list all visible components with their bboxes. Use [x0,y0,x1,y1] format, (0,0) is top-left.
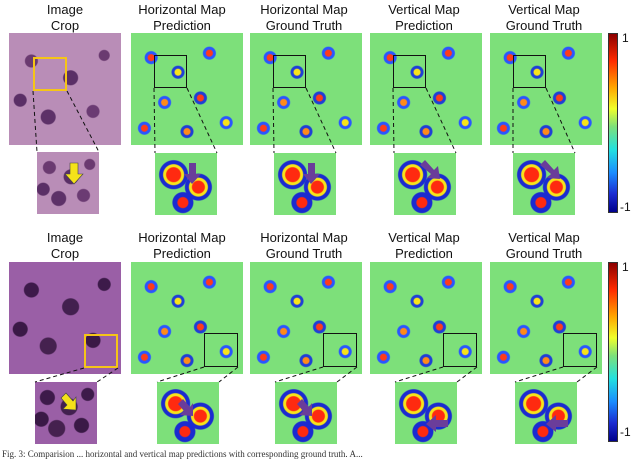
row2-colorbar-bottom-label: -1 [620,425,631,439]
row2-vpred-zoom [395,382,457,444]
row2-hgt-zoom [275,382,337,444]
row1-col5-title-line1: Vertical Map [508,2,580,17]
row1-col1-title-line1: Image [46,2,84,17]
row1-col1-title: Image Crop [5,2,125,34]
row1-horizontal-prediction [131,33,243,145]
row2-col4-title: Vertical Map Prediction [364,230,484,262]
row1-col3-title-line2: Ground Truth [265,18,343,33]
row1-image-zoom [37,152,99,214]
row2-col1-title: Image Crop [5,230,125,262]
row1-col2-title-line1: Horizontal Map [138,2,226,17]
row1-colorbar-bottom-label: -1 [620,200,631,214]
row1-colorbar [608,33,618,213]
row2-col4-title-line1: Vertical Map [388,230,460,245]
row2-vertical-prediction [370,262,482,374]
row1-crop-selection-box [33,57,67,91]
row2-col3-title-line2: Ground Truth [265,246,343,261]
row2-image-zoom [35,382,97,444]
row2-hpred-zoom [157,382,219,444]
row1-vgt-selection-box [513,55,546,88]
row1-hpred-selection-box [154,55,187,88]
row2-col3-title-line1: Horizontal Map [260,230,348,245]
row1-hgt-zoom [274,153,336,215]
row2-image-crop [9,262,121,374]
row1-col1-title-line2: Crop [50,18,80,33]
row1-colorbar-top-label: 1 [622,31,629,45]
row2-hgt-selection-box [323,333,357,367]
figure-caption: Fig. 3: Comparision ... horizontal and v… [2,449,363,459]
row1-col2-title: Horizontal Map Prediction [122,2,242,34]
row1-col3-title: Horizontal Map Ground Truth [244,2,364,34]
row1-vertical-ground-truth [490,33,602,145]
row1-col4-title: Vertical Map Prediction [364,2,484,34]
row2-colorbar-top-label: 1 [622,260,629,274]
row1-col5-title-line2: Ground Truth [505,18,583,33]
row1-horizontal-ground-truth [250,33,362,145]
row1-col2-title-line2: Prediction [153,18,211,33]
row2-col2-title-line2: Prediction [153,246,211,261]
row2-horizontal-prediction [131,262,243,374]
row1-hgt-selection-box [273,55,306,88]
row2-col3-title: Horizontal Map Ground Truth [244,230,364,262]
row2-col2-title-line1: Horizontal Map [138,230,226,245]
row2-colorbar [608,262,618,442]
row1-col3-title-line1: Horizontal Map [260,2,348,17]
row2-col5-title-line1: Vertical Map [508,230,580,245]
row1-vgt-zoom [513,153,575,215]
row1-col4-title-line1: Vertical Map [388,2,460,17]
row2-vpred-selection-box [443,333,477,367]
row2-col5-title: Vertical Map Ground Truth [484,230,604,262]
row2-horizontal-ground-truth [250,262,362,374]
row1-vpred-selection-box [393,55,426,88]
row1-vertical-prediction [370,33,482,145]
row1-col4-title-line2: Prediction [395,18,453,33]
row2-col2-title: Horizontal Map Prediction [122,230,242,262]
row1-hpred-zoom [155,153,217,215]
row2-vgt-zoom [515,382,577,444]
row2-col5-title-line2: Ground Truth [505,246,583,261]
row2-vgt-selection-box [563,333,597,367]
row1-vpred-zoom [394,153,456,215]
row2-col1-title-line1: Image [46,230,84,245]
row2-crop-selection-box [84,334,118,368]
row2-hpred-selection-box [204,333,238,367]
row1-col5-title: Vertical Map Ground Truth [484,2,604,34]
row2-col4-title-line2: Prediction [395,246,453,261]
row2-vertical-ground-truth [490,262,602,374]
row2-col1-title-line2: Crop [50,246,80,261]
